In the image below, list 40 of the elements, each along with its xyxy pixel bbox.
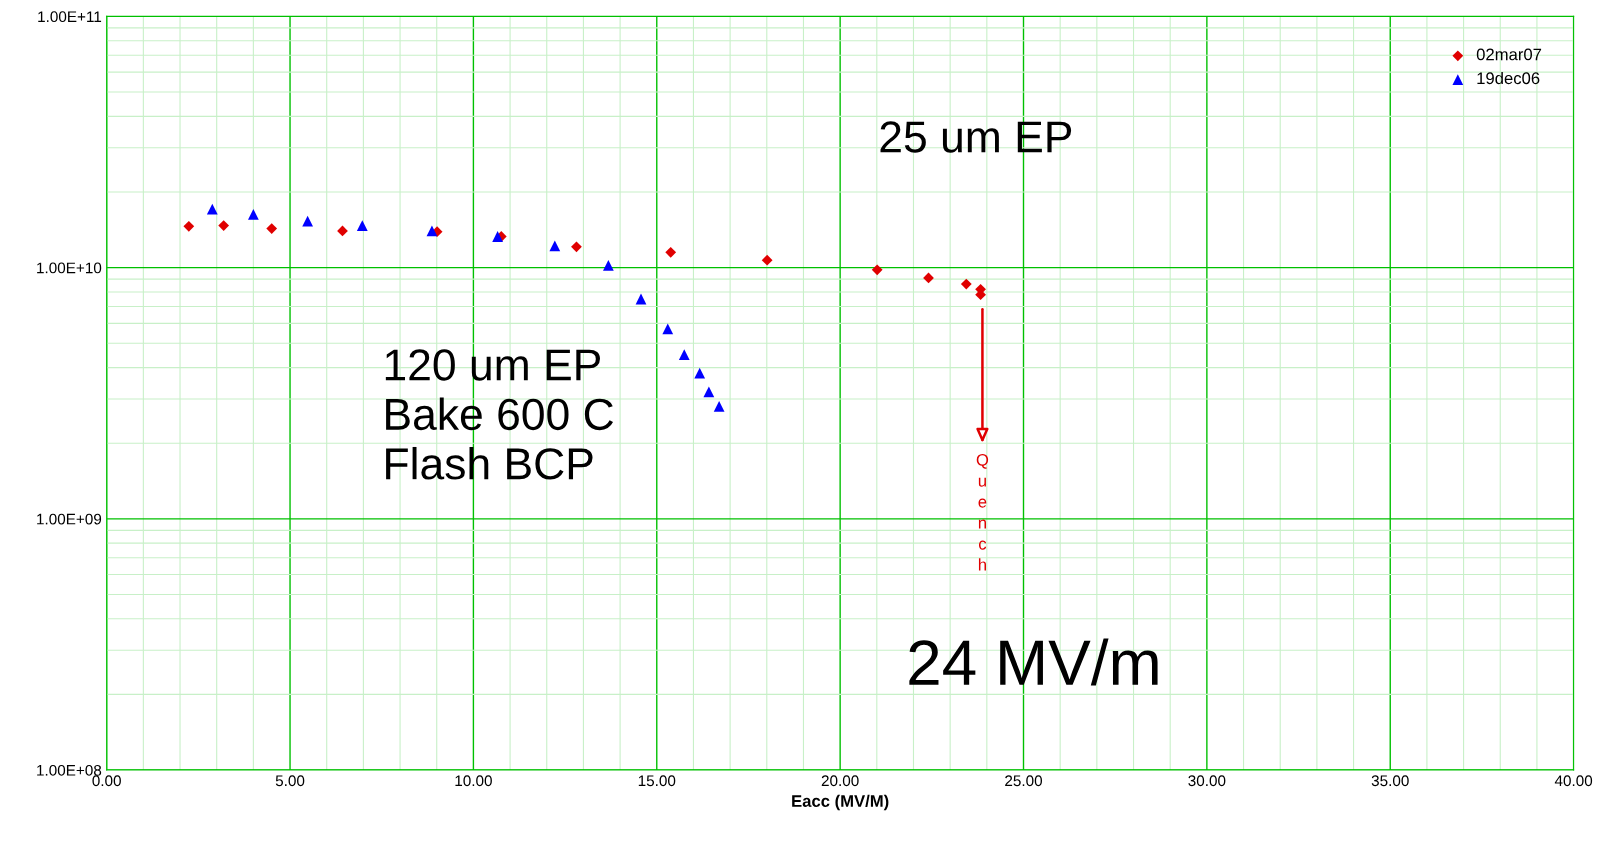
point <box>713 401 725 412</box>
x-tick-label: 5.00 <box>275 775 305 787</box>
point <box>602 260 614 271</box>
point <box>218 220 230 231</box>
x-tick-label: 15.00 <box>638 775 676 787</box>
legend-label: 19dec06 <box>1477 71 1540 85</box>
point <box>302 215 314 227</box>
x-tick-label: 10.00 <box>455 775 492 787</box>
point <box>206 203 218 215</box>
x-tick-label: 25.00 <box>1005 775 1043 787</box>
point <box>960 278 972 290</box>
y-tick-label: 1.00E+08 <box>37 764 102 776</box>
point <box>703 386 715 398</box>
x-tick-label: 20.00 <box>821 775 859 787</box>
point <box>492 231 503 242</box>
point <box>665 246 677 258</box>
x-tick-label: 35.00 <box>1371 775 1409 787</box>
point <box>871 264 883 276</box>
point <box>356 220 368 231</box>
point <box>247 208 259 220</box>
point <box>183 220 195 232</box>
y-tick-label: 1.00E+11 <box>38 11 102 23</box>
point <box>761 254 773 266</box>
y-tick-label: 1.00E+09 <box>37 513 102 525</box>
x-tick-label: 40.00 <box>1554 775 1593 787</box>
annotation: Quench <box>976 453 989 571</box>
x-tick-label: 30.00 <box>1188 775 1226 787</box>
point <box>337 225 348 237</box>
point <box>678 349 690 361</box>
point <box>426 225 438 237</box>
point <box>549 240 561 252</box>
point <box>571 241 582 253</box>
x-tick-label: 0.00 <box>92 775 121 787</box>
legend-label: 02mar07 <box>1476 48 1542 61</box>
y-tick-label: 1.00E+10 <box>37 262 102 274</box>
point <box>266 223 278 234</box>
point <box>694 367 706 379</box>
point <box>662 323 674 335</box>
point <box>923 272 934 284</box>
x-axis-title: Eacc (MV/M) <box>792 794 889 811</box>
